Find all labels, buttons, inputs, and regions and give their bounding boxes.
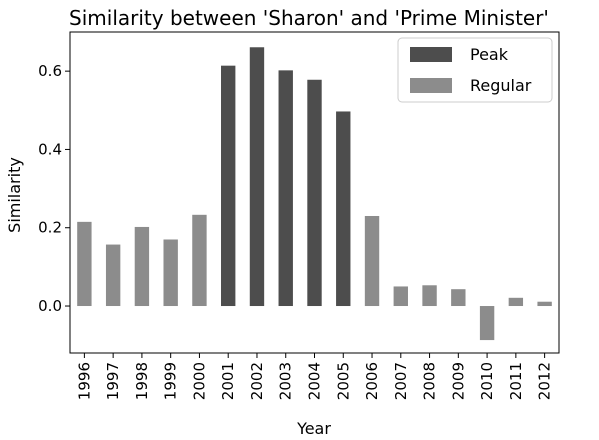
bar-2002 [249,47,265,307]
x-tick-label-2004: 2004 [306,362,324,400]
bar-1999 [163,239,178,307]
bar-2008 [422,285,437,307]
legend-swatch-regular [410,78,452,93]
legend-label-peak: Peak [470,45,509,64]
x-tick-label-2011: 2011 [507,362,525,400]
bar-2004 [307,79,322,307]
y-tick-label-0.2: 0.2 [38,219,62,237]
bar-1998 [134,226,150,307]
y-tick-label-0.0: 0.0 [38,297,62,315]
x-tick-label-1998: 1998 [133,362,151,400]
x-tick-label-2010: 2010 [478,362,496,400]
x-tick-label-2000: 2000 [190,362,208,400]
x-axis-label: Year [296,419,331,438]
legend-label-regular: Regular [470,76,532,95]
x-tick-label-1999: 1999 [162,362,180,400]
chart-title: Similarity between 'Sharon' and 'Prime M… [69,6,549,30]
y-tick-label-0.6: 0.6 [38,62,62,80]
x-tick-label-2008: 2008 [421,362,439,400]
bar-1996 [77,221,92,307]
x-tick-label-1996: 1996 [75,362,93,400]
x-tick-label-2002: 2002 [248,362,266,400]
bar-2011 [508,297,524,307]
x-tick-label-1997: 1997 [104,362,122,400]
x-tick-label-2007: 2007 [392,362,410,400]
x-tick-label-2001: 2001 [219,362,237,400]
bar-2010 [479,306,495,341]
bar-2005 [336,111,351,307]
bar-2012 [537,301,552,307]
bar-1997 [105,244,121,307]
legend: Peak Regular [397,37,553,103]
x-tick-label-2005: 2005 [334,362,352,400]
y-axis-label: Similarity [5,157,24,233]
x-tick-label-2006: 2006 [363,362,381,400]
x-tick-label-2012: 2012 [536,362,554,400]
y-tick-label-0.4: 0.4 [38,140,62,158]
bar-2001 [221,65,236,307]
bar-2007 [393,286,408,307]
x-tick-label-2003: 2003 [277,362,295,400]
x-axis: 1996 1997 1998 1999 2000 2001 2002 2003 2004 2005… [75,353,554,400]
bar-2000 [192,214,207,307]
legend-swatch-peak [410,47,452,62]
bar-2006 [364,215,380,307]
bars [77,47,552,341]
bar-2003 [278,70,293,307]
x-tick-label-2009: 2009 [449,362,467,400]
bar-2009 [451,289,466,307]
y-axis: 0.0 0.2 0.4 0.6 [38,62,70,315]
